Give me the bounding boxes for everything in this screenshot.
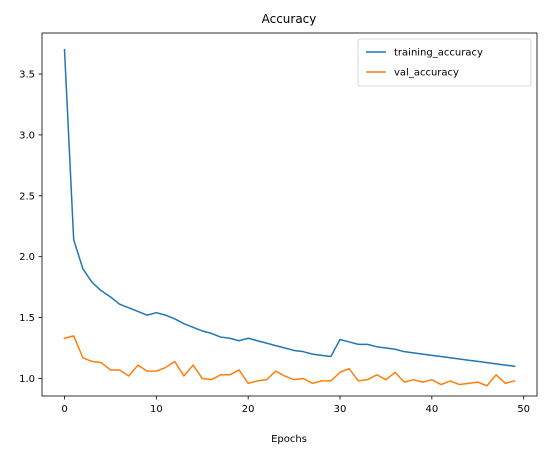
x-tick-label: 10 bbox=[150, 404, 163, 415]
legend: training_accuracy val_accuracy bbox=[357, 38, 532, 87]
series-line-0 bbox=[63, 48, 516, 368]
y-tick-label: 3.5 bbox=[19, 70, 35, 81]
series-line-1 bbox=[63, 335, 516, 387]
y-tick-label: 3.0 bbox=[19, 130, 35, 141]
x-tick-label: 40 bbox=[425, 404, 438, 415]
legend-label-1: val_accuracy bbox=[394, 68, 459, 79]
chart-title: Accuracy bbox=[262, 12, 317, 26]
x-axis-label: Epochs bbox=[271, 434, 307, 445]
x-tick-label: 50 bbox=[517, 404, 530, 415]
y-tick-label: 2.0 bbox=[19, 252, 35, 263]
plot-frame bbox=[41, 32, 538, 397]
x-tick-label: 30 bbox=[334, 404, 347, 415]
y-tick-label: 2.5 bbox=[19, 191, 35, 202]
x-tick-label: 0 bbox=[61, 404, 67, 415]
x-tick-label: 20 bbox=[242, 404, 255, 415]
legend-label-0: training_accuracy bbox=[394, 48, 483, 59]
x-axis: 0 10 20 30 40 50 bbox=[61, 396, 530, 415]
y-axis: 1.0 1.5 2.0 2.5 3.0 3.5 bbox=[19, 70, 42, 385]
y-tick-label: 1.5 bbox=[19, 313, 35, 324]
y-tick-label: 1.0 bbox=[19, 374, 35, 385]
legend-box bbox=[357, 38, 532, 87]
series-layer bbox=[63, 48, 516, 387]
